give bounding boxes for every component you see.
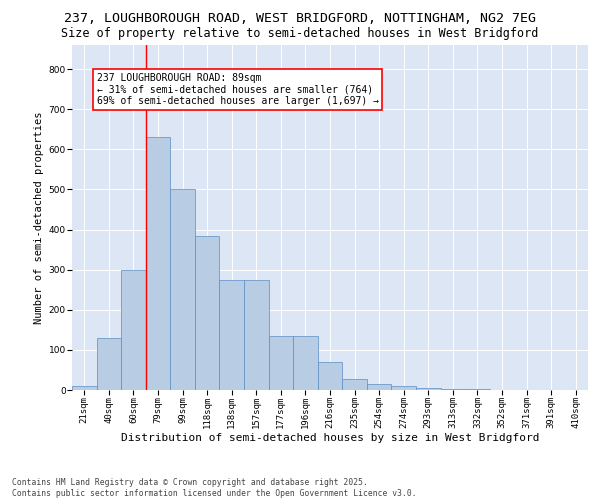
Bar xyxy=(195,236,220,390)
Text: Contains HM Land Registry data © Crown copyright and database right 2025.
Contai: Contains HM Land Registry data © Crown c… xyxy=(12,478,416,498)
X-axis label: Distribution of semi-detached houses by size in West Bridgford: Distribution of semi-detached houses by … xyxy=(121,432,539,442)
Bar xyxy=(367,384,391,390)
Bar xyxy=(269,336,293,390)
Bar xyxy=(97,338,121,390)
Text: 237 LOUGHBOROUGH ROAD: 89sqm
← 31% of semi-detached houses are smaller (764)
69%: 237 LOUGHBOROUGH ROAD: 89sqm ← 31% of se… xyxy=(97,73,379,106)
Bar xyxy=(440,389,465,390)
Y-axis label: Number of semi-detached properties: Number of semi-detached properties xyxy=(34,112,44,324)
Bar xyxy=(465,389,490,390)
Bar xyxy=(293,336,318,390)
Text: Size of property relative to semi-detached houses in West Bridgford: Size of property relative to semi-detach… xyxy=(61,28,539,40)
Text: 237, LOUGHBOROUGH ROAD, WEST BRIDGFORD, NOTTINGHAM, NG2 7EG: 237, LOUGHBOROUGH ROAD, WEST BRIDGFORD, … xyxy=(64,12,536,26)
Bar xyxy=(121,270,146,390)
Bar xyxy=(244,280,269,390)
Bar xyxy=(170,190,195,390)
Bar xyxy=(318,362,342,390)
Bar xyxy=(72,386,97,390)
Bar xyxy=(146,138,170,390)
Bar xyxy=(342,379,367,390)
Bar xyxy=(416,388,440,390)
Bar xyxy=(391,386,416,390)
Bar xyxy=(220,280,244,390)
